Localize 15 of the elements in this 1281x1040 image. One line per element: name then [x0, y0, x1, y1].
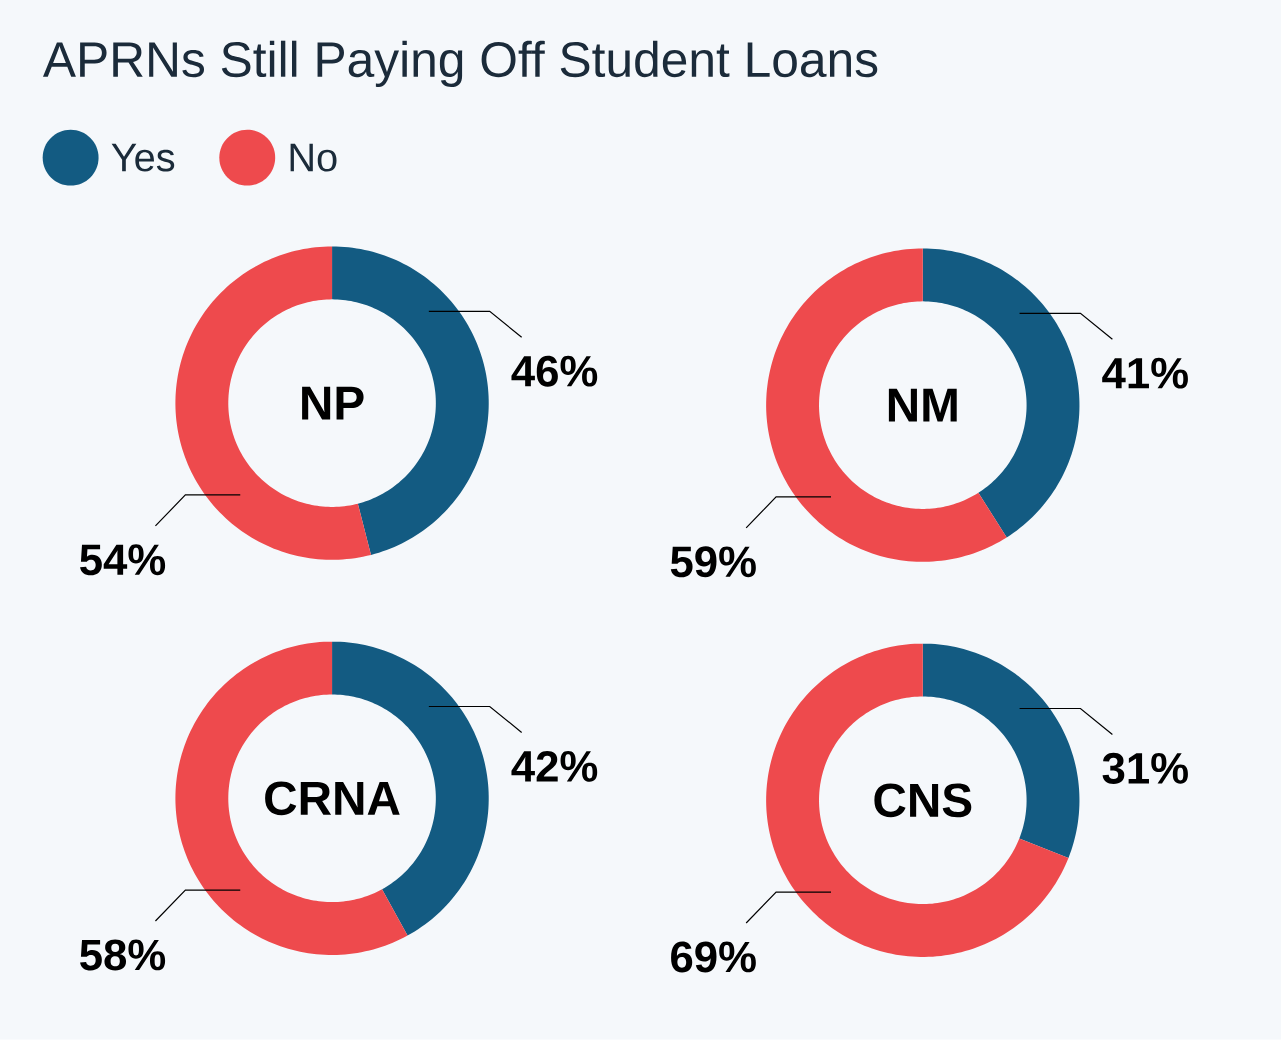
chart-title: APRNs Still Paying Off Student Loans [42, 40, 878, 88]
data-label: 54% [80, 544, 166, 576]
legend-label: No [290, 143, 337, 172]
data-label: 59% [670, 546, 756, 578]
data-label: 46% [511, 355, 598, 387]
text: CNS [874, 783, 972, 818]
data-label: 41% [1102, 357, 1188, 389]
data-label: 42% [511, 751, 598, 782]
text: NP [302, 386, 364, 420]
text: NM [888, 388, 957, 422]
data-label: 58% [80, 939, 166, 971]
text: CRNA [265, 781, 400, 816]
data-label: 31% [1102, 752, 1188, 785]
data-label: 69% [671, 941, 756, 973]
legend-label: Yes [111, 143, 175, 172]
